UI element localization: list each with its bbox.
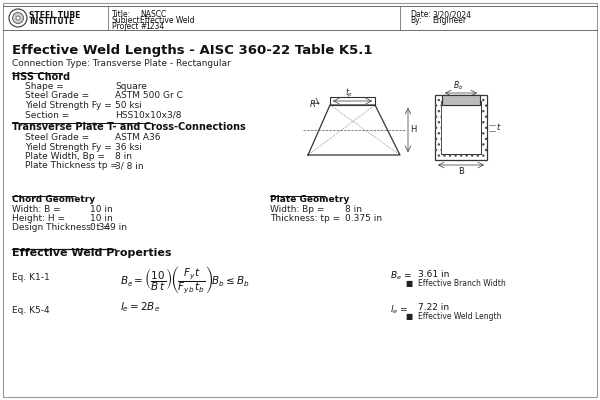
Text: HSS Chord: HSS Chord bbox=[12, 72, 70, 82]
Text: $l_e$ =: $l_e$ = bbox=[390, 303, 408, 316]
Text: STEEL TUBE: STEEL TUBE bbox=[29, 11, 80, 20]
Text: Steel Grade =: Steel Grade = bbox=[25, 92, 89, 100]
Text: 50 ksi: 50 ksi bbox=[115, 101, 142, 110]
Text: 3.61 in: 3.61 in bbox=[418, 270, 449, 279]
Text: Effective Weld Properties: Effective Weld Properties bbox=[12, 248, 172, 258]
Text: Plate Thickness tp =: Plate Thickness tp = bbox=[25, 162, 118, 170]
Text: ASTM 500 Gr C: ASTM 500 Gr C bbox=[115, 92, 183, 100]
Text: 0.349 in: 0.349 in bbox=[90, 223, 127, 232]
Text: Connection Type: Transverse Plate - Rectangular: Connection Type: Transverse Plate - Rect… bbox=[12, 59, 231, 68]
Text: 3/ 8 in: 3/ 8 in bbox=[115, 162, 143, 170]
Text: 3/20/2024: 3/20/2024 bbox=[432, 10, 471, 19]
Text: INSTITUTE: INSTITUTE bbox=[29, 17, 74, 26]
Text: ■  Effective Branch Width: ■ Effective Branch Width bbox=[406, 279, 506, 288]
Text: 0.375 in: 0.375 in bbox=[345, 214, 382, 223]
Text: ■  Effective Weld Length: ■ Effective Weld Length bbox=[406, 312, 502, 321]
Text: 7.22 in: 7.22 in bbox=[418, 303, 449, 312]
Text: $B_b$: $B_b$ bbox=[453, 80, 463, 92]
Text: $B_e$ =: $B_e$ = bbox=[390, 270, 412, 282]
Text: 10 in: 10 in bbox=[90, 205, 113, 214]
Text: B: B bbox=[458, 167, 464, 176]
Text: Steel Grade =: Steel Grade = bbox=[25, 133, 89, 142]
Text: Chord Geometry: Chord Geometry bbox=[12, 195, 95, 204]
Text: Square: Square bbox=[115, 82, 147, 91]
Text: Height: H =: Height: H = bbox=[12, 214, 65, 223]
Text: Transverse Plate T- and Cross-Connections: Transverse Plate T- and Cross-Connection… bbox=[12, 122, 246, 132]
Text: Width: B =: Width: B = bbox=[12, 205, 61, 214]
Text: Project #:: Project #: bbox=[112, 22, 149, 31]
Bar bbox=[441, 101, 481, 154]
Text: ASTM A36: ASTM A36 bbox=[115, 133, 161, 142]
Text: Plate Width, Bp =: Plate Width, Bp = bbox=[25, 152, 105, 161]
Bar bbox=[441, 101, 481, 154]
Circle shape bbox=[16, 16, 20, 20]
Circle shape bbox=[13, 12, 23, 24]
Bar bbox=[435, 95, 487, 160]
Text: 36 ksi: 36 ksi bbox=[115, 142, 142, 152]
Text: H: H bbox=[410, 126, 416, 134]
Text: 10 in: 10 in bbox=[90, 214, 113, 223]
Text: Date:: Date: bbox=[410, 10, 431, 19]
Text: Effective Weld: Effective Weld bbox=[140, 16, 194, 25]
Text: Section =: Section = bbox=[25, 110, 69, 120]
Text: By:: By: bbox=[410, 16, 422, 25]
Text: HSS10x10x3/8: HSS10x10x3/8 bbox=[115, 110, 182, 120]
Text: Yield Strength Fy =: Yield Strength Fy = bbox=[25, 142, 112, 152]
Text: Width: Bp =: Width: Bp = bbox=[270, 205, 325, 214]
Text: t: t bbox=[496, 123, 499, 132]
Text: 8 in: 8 in bbox=[345, 205, 362, 214]
Text: 8 in: 8 in bbox=[115, 152, 132, 161]
Text: Effective Weld Lengths - AISC 360-22 Table K5.1: Effective Weld Lengths - AISC 360-22 Tab… bbox=[12, 44, 373, 57]
Text: 1234: 1234 bbox=[145, 22, 164, 31]
Text: Shape =: Shape = bbox=[25, 82, 64, 91]
Text: Thickness: tp =: Thickness: tp = bbox=[270, 214, 340, 223]
Text: Eq. K1-1: Eq. K1-1 bbox=[12, 273, 50, 282]
Text: NASCC: NASCC bbox=[140, 10, 166, 19]
Text: Title:: Title: bbox=[112, 10, 131, 19]
Text: Engineer: Engineer bbox=[432, 16, 466, 25]
Text: $l_e = 2B_e$: $l_e = 2B_e$ bbox=[120, 300, 160, 314]
Bar bbox=[442, 95, 480, 105]
Text: $t_p$: $t_p$ bbox=[346, 87, 353, 100]
Text: Plate Geometry: Plate Geometry bbox=[270, 195, 349, 204]
Bar bbox=[443, 95, 479, 105]
Bar bbox=[441, 102, 481, 153]
Text: Design Thickness: t =: Design Thickness: t = bbox=[12, 223, 110, 232]
Text: R: R bbox=[310, 100, 316, 109]
Bar bbox=[435, 95, 487, 160]
Text: Subject:: Subject: bbox=[112, 16, 143, 25]
Text: Yield Strength Fy =: Yield Strength Fy = bbox=[25, 101, 112, 110]
Text: $B_e = \left(\dfrac{10}{B\,t}\right)\!\left(\dfrac{F_y t}{F_{yb}\,t_b}\right)\!B: $B_e = \left(\dfrac{10}{B\,t}\right)\!\l… bbox=[120, 264, 250, 296]
Text: Eq. K5-4: Eq. K5-4 bbox=[12, 306, 50, 315]
